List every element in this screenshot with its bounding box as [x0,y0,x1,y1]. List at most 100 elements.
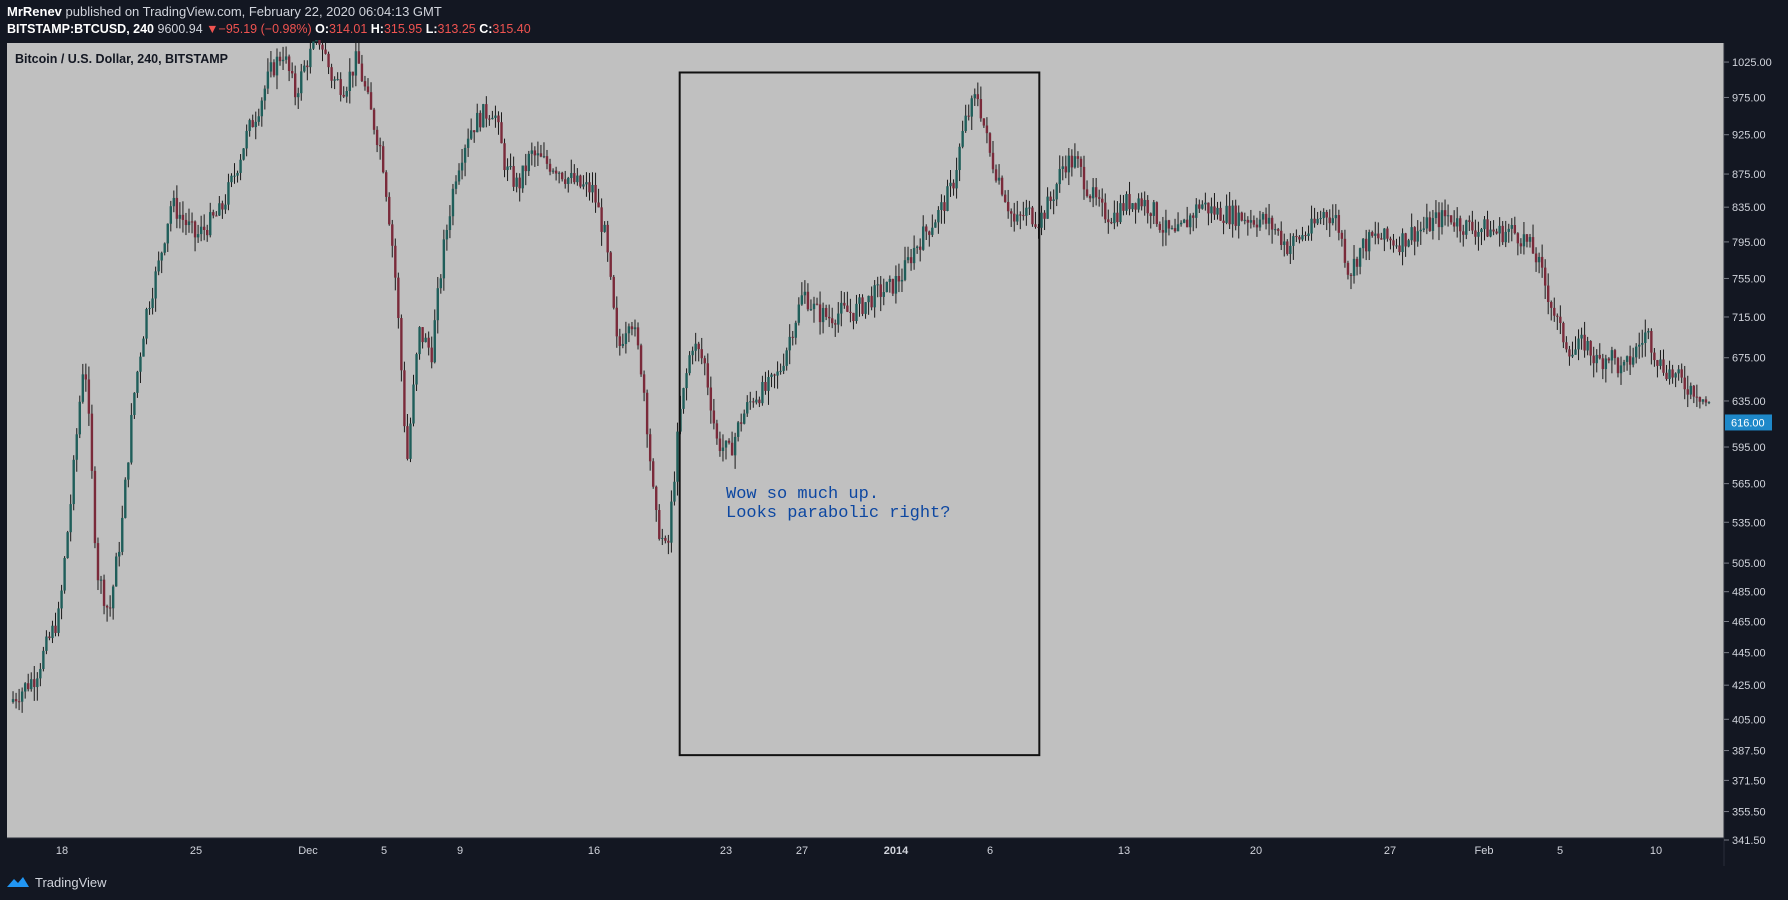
candle-body [982,118,986,126]
candle-body [433,320,436,363]
price-tick-label: 675.00 [1732,353,1766,365]
candle-body [39,668,42,679]
candle-body [1701,399,1705,402]
candle-body [937,210,940,223]
candle-body [278,56,282,62]
candle-body [1188,215,1192,228]
candle-body [1164,220,1168,233]
candle-body [75,434,78,460]
price-axis[interactable]: 1025.00 975.00 925.00 875.00 835.00 795.00 755… [1724,57,1772,847]
candle-body [439,278,443,289]
candle-body [1568,349,1571,357]
candle-body [1577,338,1580,350]
candle-body [351,71,355,76]
candle-body [166,223,169,244]
candle-body [922,226,925,250]
candle-body [1104,202,1107,220]
candle-body [955,170,958,189]
candle-body [846,305,849,312]
candle-body [1598,354,1601,359]
change-arrow-icon: ▼ [206,22,219,36]
candle-body [554,170,558,174]
candle-body [366,86,370,93]
candle-body [1152,202,1155,216]
candle-body [233,175,236,177]
candle-body [1116,212,1119,223]
candle-body [1492,229,1495,232]
candle-body [133,392,136,415]
time-tick-label: Dec [298,845,318,857]
candle-body [1474,230,1477,237]
candle-body [269,62,273,72]
candle-body [1695,396,1699,398]
footer-brand[interactable]: TradingView [6,872,107,892]
candle-body [797,304,801,323]
plot-area[interactable] [7,43,1724,838]
current-price-tag [1725,414,1772,431]
candle-body [394,245,397,278]
candle-body [606,224,609,253]
candle-body [1085,189,1089,196]
candle-body [1055,184,1058,200]
candle-body [460,162,464,171]
candle-body [579,175,582,187]
candle-body [688,355,691,374]
candle-body [627,326,631,334]
candle-body [1022,215,1025,217]
price-chart[interactable]: Wow so much up.Looks parabolic right? 10… [0,40,1788,866]
candle-body [706,363,710,388]
candle-body [697,343,700,350]
candle-body [1179,222,1183,225]
candle-body [1319,218,1322,220]
candle-body [482,104,485,128]
candle-body [1483,219,1486,230]
candle-body [1395,245,1398,247]
candle-body [755,399,758,403]
candle-body [648,434,652,462]
candle-body [700,349,703,359]
candle-body [324,49,327,54]
candle-body [66,532,69,559]
candle-body [1301,235,1304,240]
candle-body [661,537,664,539]
candle-body [1237,212,1240,226]
candle-body [1662,359,1665,373]
candle-body [548,163,552,172]
candle-body [1143,199,1146,207]
candle-body [175,197,179,219]
candle-body [1331,218,1334,224]
candle-body [1292,236,1295,246]
candle-body [551,170,555,172]
candle-body [958,146,961,171]
candle-body [1134,203,1137,210]
candle-body [1295,236,1298,238]
open-value: 314.01 [329,22,368,36]
candle-body [827,316,831,319]
price-tick-label: 875.00 [1732,169,1766,181]
candle-body [114,556,118,587]
candle-body [84,374,88,380]
candle-body [527,153,531,172]
close-label: C: [479,22,493,36]
time-axis[interactable]: 18 25 Dec 5 9 16 23 27 2014 6 13 20 27 Feb 5 10 [56,845,1662,857]
candle-body [448,216,452,231]
candle-body [1556,315,1559,317]
candle-body [1477,232,1480,237]
candle-body [858,297,861,304]
candle-body [45,636,48,651]
high-label: H: [370,22,384,36]
candle-body [588,182,591,193]
author-name[interactable]: MrRenev [7,4,62,19]
candle-body [1352,258,1356,276]
candle-body [1550,301,1553,308]
candle-body [60,590,63,609]
candle-body [151,298,154,309]
candle-body [1355,258,1359,267]
candle-body [236,172,239,176]
time-tick-label: 5 [1557,845,1563,857]
candle-body [1498,225,1501,234]
price-tick-label: 445.00 [1732,648,1766,660]
candle-body [1267,217,1271,224]
candle-body [472,130,476,133]
candle-body [1543,267,1547,286]
